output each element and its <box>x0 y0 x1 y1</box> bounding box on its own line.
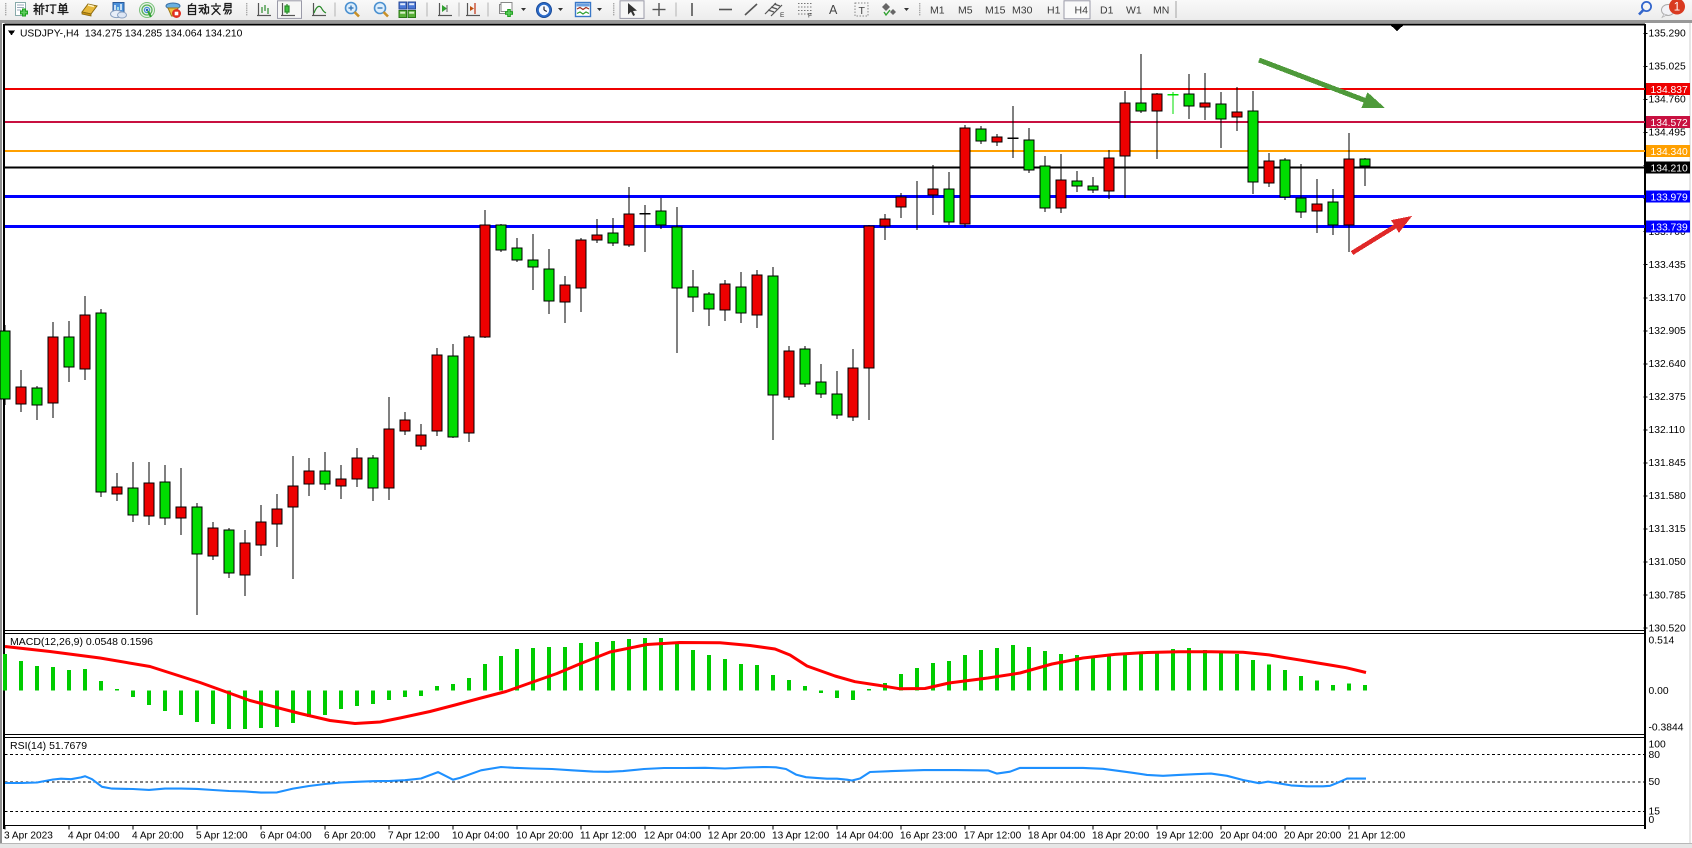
svg-text:134.572: 134.572 <box>1651 118 1688 129</box>
svg-text:132.110: 132.110 <box>1649 425 1686 436</box>
svg-text:134.495: 134.495 <box>1649 128 1686 139</box>
svg-text:5 Apr 12:00: 5 Apr 12:00 <box>196 831 248 842</box>
svg-text:13 Apr 12:00: 13 Apr 12:00 <box>772 831 830 842</box>
svg-text:M30: M30 <box>1012 4 1033 16</box>
svg-text:M15: M15 <box>985 4 1006 16</box>
svg-text:USDJPY-,H4 134.275 134.285 13: USDJPY-,H4 134.275 134.285 134.064 134.2… <box>20 28 243 39</box>
svg-text:10 Apr 04:00: 10 Apr 04:00 <box>452 831 510 842</box>
svg-text:133.435: 133.435 <box>1649 260 1686 271</box>
svg-text:20 Apr 04:00: 20 Apr 04:00 <box>1220 831 1278 842</box>
svg-text:T: T <box>859 5 866 17</box>
svg-text:H4: H4 <box>1075 4 1089 16</box>
svg-text:100: 100 <box>1649 740 1666 751</box>
svg-text:80: 80 <box>1649 750 1661 761</box>
svg-text:D1: D1 <box>1100 4 1114 16</box>
svg-text:-0.3844: -0.3844 <box>1649 723 1684 734</box>
svg-text:132.640: 132.640 <box>1649 359 1686 370</box>
svg-text:11 Apr 12:00: 11 Apr 12:00 <box>580 831 637 842</box>
svg-text:130.520: 130.520 <box>1649 623 1686 634</box>
svg-text:135.290: 135.290 <box>1649 29 1686 40</box>
svg-text:12 Apr 20:00: 12 Apr 20:00 <box>708 831 766 842</box>
svg-text:134.210: 134.210 <box>1651 163 1688 174</box>
svg-text:7 Apr 12:00: 7 Apr 12:00 <box>388 831 440 842</box>
svg-text:3 Apr 2023: 3 Apr 2023 <box>4 831 53 842</box>
svg-text:130.785: 130.785 <box>1649 590 1686 601</box>
svg-text:131.580: 131.580 <box>1649 491 1686 502</box>
svg-text:18 Apr 20:00: 18 Apr 20:00 <box>1092 831 1150 842</box>
svg-text:0: 0 <box>1649 815 1655 826</box>
svg-text:18 Apr 04:00: 18 Apr 04:00 <box>1028 831 1086 842</box>
svg-text:133.739: 133.739 <box>1651 222 1688 233</box>
svg-text:133.170: 133.170 <box>1649 293 1686 304</box>
svg-text:21 Apr 12:00: 21 Apr 12:00 <box>1348 831 1406 842</box>
svg-text:MN: MN <box>1153 4 1169 16</box>
svg-text:134.760: 134.760 <box>1649 95 1686 106</box>
svg-text:20 Apr 20:00: 20 Apr 20:00 <box>1284 831 1342 842</box>
svg-text:134.340: 134.340 <box>1651 147 1688 158</box>
svg-text:0.514: 0.514 <box>1649 636 1675 647</box>
svg-text:12 Apr 04:00: 12 Apr 04:00 <box>644 831 702 842</box>
svg-text:M1: M1 <box>930 4 945 16</box>
svg-text:133.979: 133.979 <box>1651 192 1688 203</box>
svg-text:132.905: 132.905 <box>1649 326 1686 337</box>
svg-text:14 Apr 04:00: 14 Apr 04:00 <box>836 831 894 842</box>
svg-text:RSI(14) 51.7679: RSI(14) 51.7679 <box>10 740 87 752</box>
svg-text:10 Apr 20:00: 10 Apr 20:00 <box>516 831 574 842</box>
svg-text:17 Apr 12:00: 17 Apr 12:00 <box>964 831 1022 842</box>
svg-text:19 Apr 12:00: 19 Apr 12:00 <box>1156 831 1214 842</box>
svg-text:F: F <box>808 13 812 20</box>
svg-text:4 Apr 04:00: 4 Apr 04:00 <box>68 831 120 842</box>
svg-text:131.315: 131.315 <box>1649 524 1686 535</box>
svg-text:6 Apr 20:00: 6 Apr 20:00 <box>324 831 376 842</box>
svg-text:0.00: 0.00 <box>1649 686 1669 697</box>
svg-text:H1: H1 <box>1047 4 1061 16</box>
svg-text:1: 1 <box>1674 2 1680 14</box>
svg-text:50: 50 <box>1649 777 1661 788</box>
svg-text:MACD(12,26,9) 0.0548 0.1596: MACD(12,26,9) 0.0548 0.1596 <box>10 636 153 648</box>
svg-text:4 Apr 20:00: 4 Apr 20:00 <box>132 831 184 842</box>
svg-text:131.845: 131.845 <box>1649 458 1686 469</box>
svg-text:134.837: 134.837 <box>1651 85 1688 96</box>
svg-text:W1: W1 <box>1126 4 1142 16</box>
svg-text:16 Apr 23:00: 16 Apr 23:00 <box>900 831 958 842</box>
svg-text:131.050: 131.050 <box>1649 557 1686 568</box>
svg-text:135.025: 135.025 <box>1649 62 1686 73</box>
svg-text:6 Apr 04:00: 6 Apr 04:00 <box>260 831 312 842</box>
svg-text:132.375: 132.375 <box>1649 392 1686 403</box>
svg-text:A: A <box>829 3 838 17</box>
svg-text:E: E <box>780 12 785 19</box>
svg-text:M5: M5 <box>958 4 973 16</box>
svg-text:15: 15 <box>1649 807 1661 818</box>
